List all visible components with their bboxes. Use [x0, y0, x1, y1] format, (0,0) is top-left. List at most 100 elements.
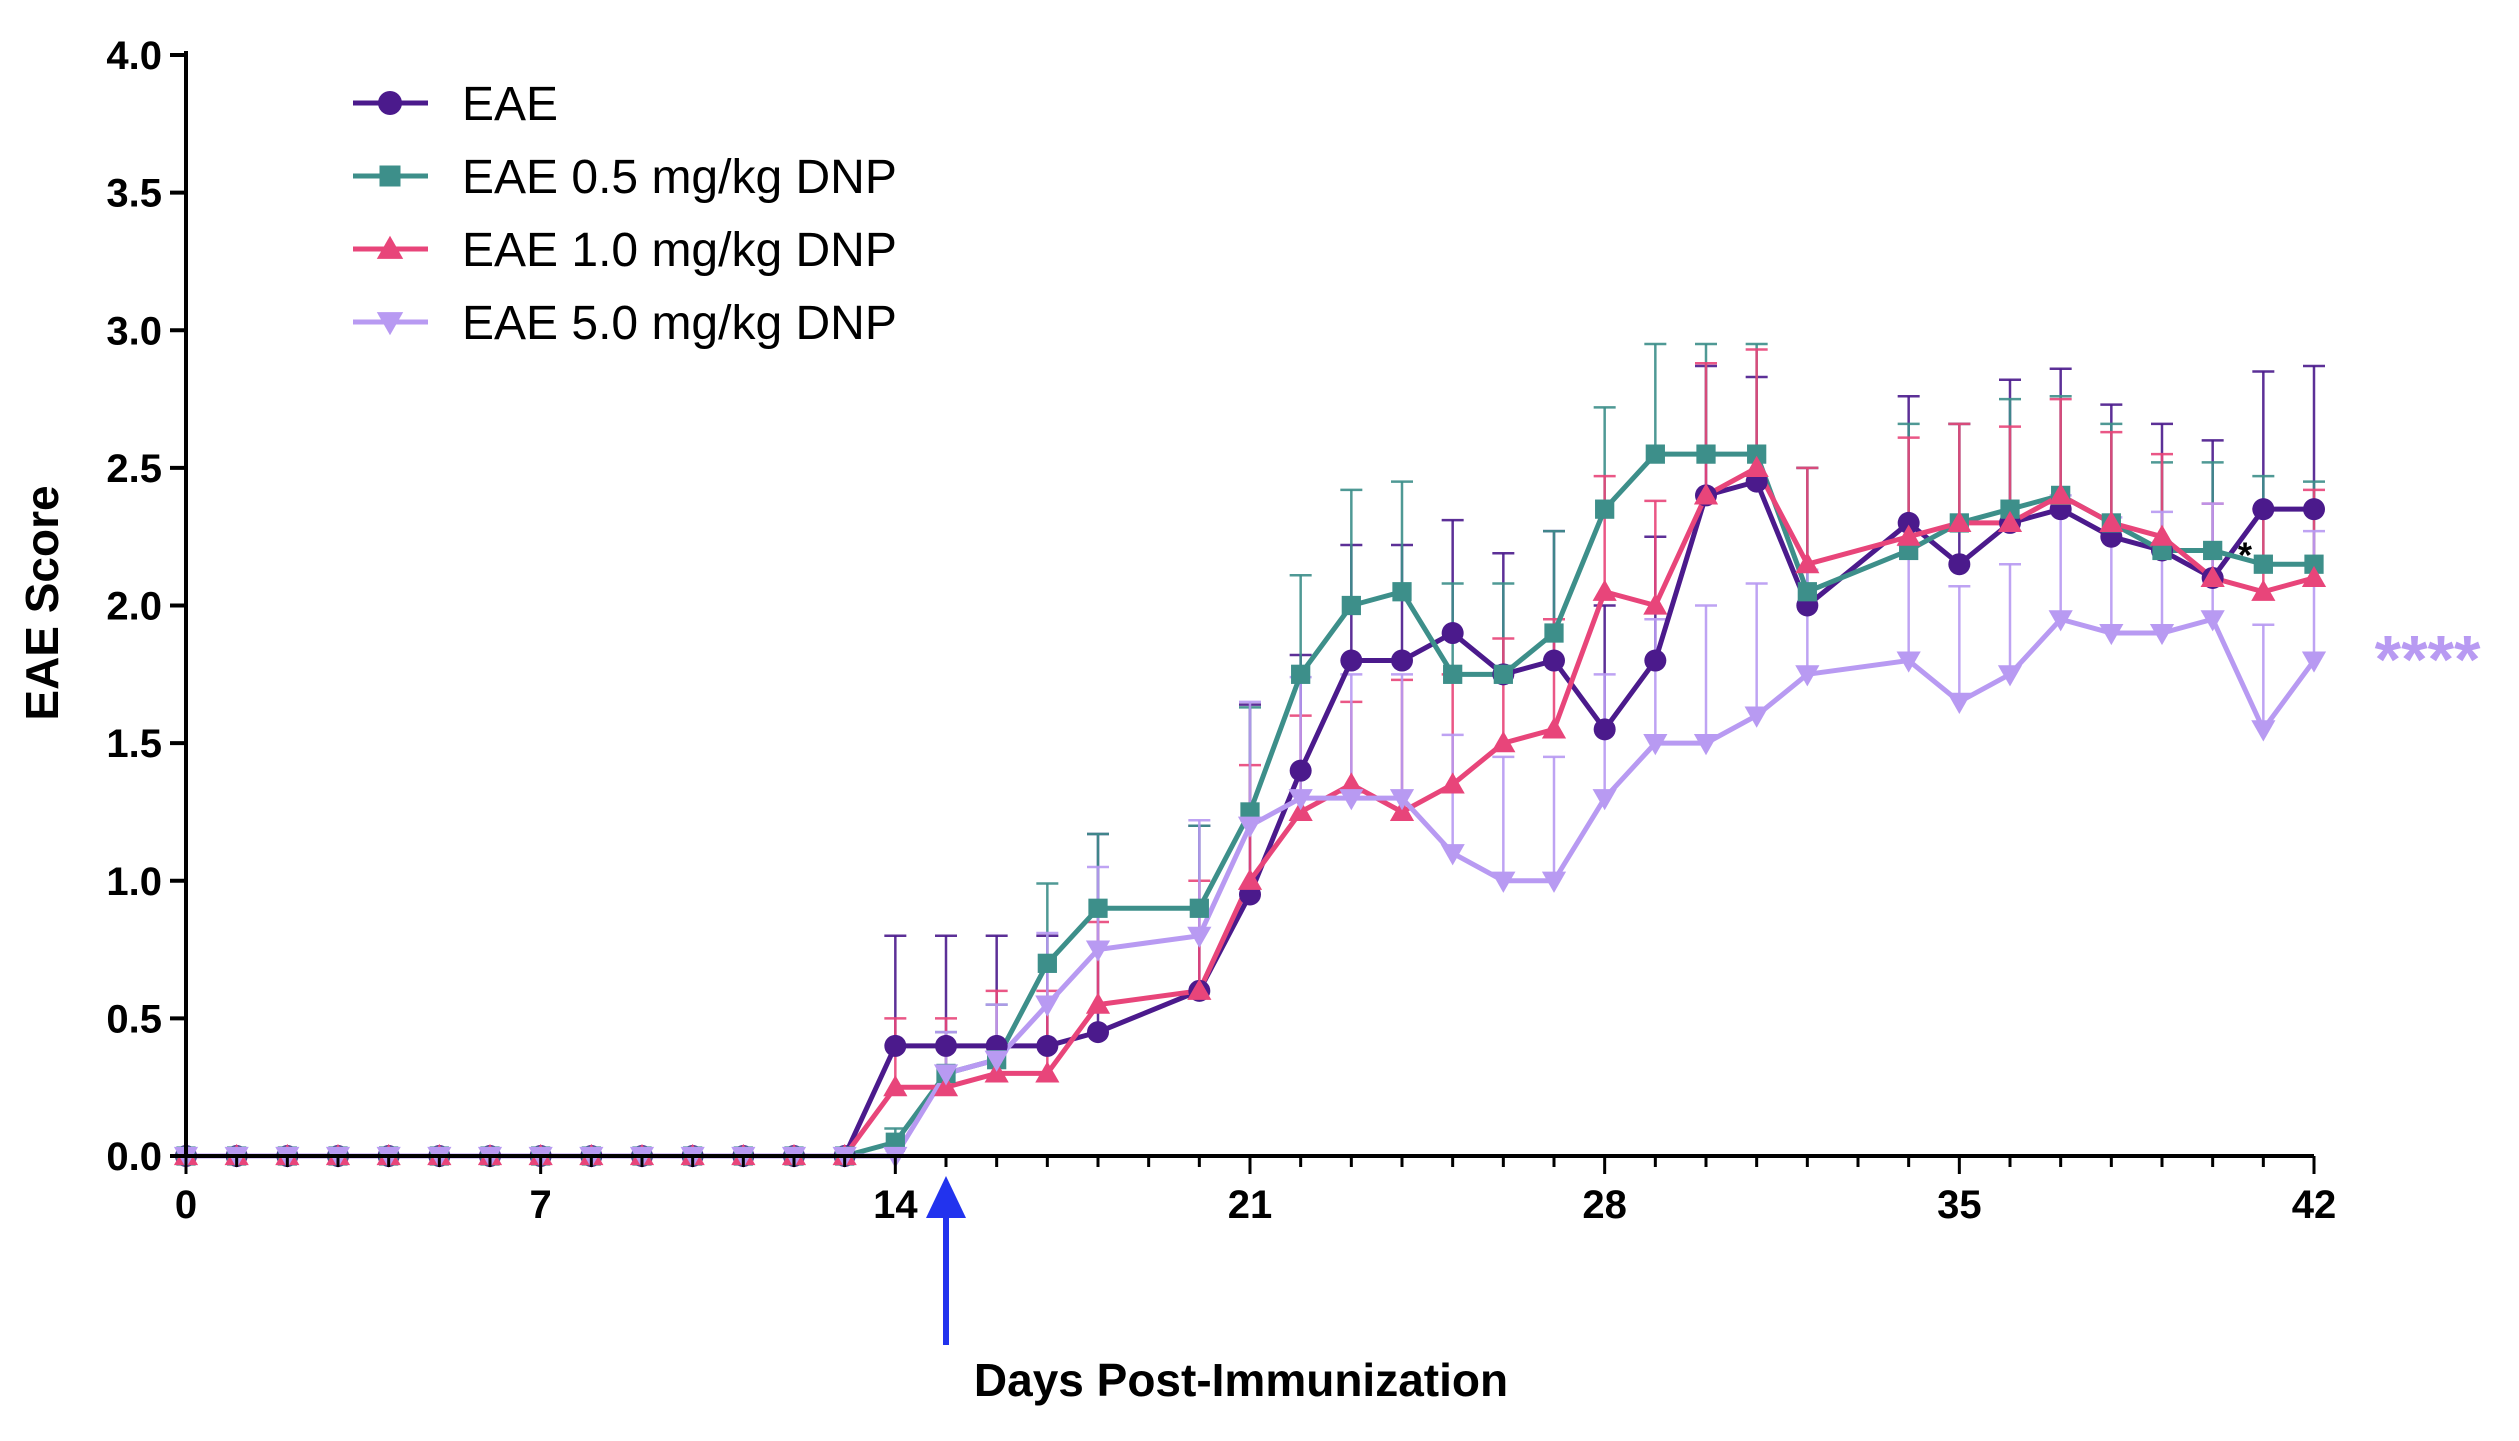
data-point [1187, 978, 1212, 1000]
y-tick-label: 0.0 [106, 1135, 162, 1179]
data-point [1896, 651, 1921, 673]
data-point [2304, 554, 2324, 574]
data-point [1693, 734, 1719, 756]
legend: EAE EAE 0.5 mg/kg DNP EAE 1.0 mg/kg DNP EAE… [353, 78, 897, 350]
data-point [1339, 772, 1364, 794]
data-point [2200, 610, 2225, 632]
data-point [1237, 868, 1263, 890]
data-point [2253, 554, 2273, 574]
data-point [2099, 510, 2124, 532]
data-point [1491, 871, 1516, 893]
legend-marker [378, 91, 402, 115]
data-point [2203, 540, 2223, 561]
data-point [2149, 524, 2175, 546]
data-point [1440, 844, 1465, 866]
data-point [2252, 498, 2275, 521]
data-point [933, 1064, 959, 1086]
data-point [935, 1034, 957, 1057]
data-point [2048, 483, 2073, 505]
data-point [1797, 582, 1817, 602]
data-point [1085, 992, 1111, 1014]
data-point [1896, 524, 1921, 546]
y-tick-label: 3.0 [106, 309, 162, 353]
data-point [883, 1075, 908, 1097]
legend-label: EAE 5.0 mg/kg DNP [462, 297, 897, 350]
data-point [1443, 664, 1463, 684]
data-point [2301, 651, 2327, 673]
data-point [2251, 720, 2276, 742]
data-point [1291, 664, 1311, 684]
data-point [1035, 995, 1060, 1017]
x-tick-label: 7 [530, 1183, 552, 1227]
data-point [1543, 649, 1565, 672]
data-point [1541, 871, 1567, 893]
data-point [1744, 706, 1769, 728]
data-point [1643, 734, 1668, 756]
data-point [1795, 665, 1820, 687]
data-point [1088, 898, 1108, 918]
data-point [1389, 789, 1415, 811]
data-point [1085, 940, 1111, 962]
data-point [984, 1061, 1009, 1083]
data-point [1288, 799, 1313, 822]
data-point [1289, 759, 1312, 782]
data-point [1391, 649, 1413, 672]
data-point [1491, 731, 1516, 753]
legend-marker [379, 165, 401, 187]
treatment-arrow-head [926, 1176, 966, 1218]
x-tick-label: 14 [873, 1183, 918, 1227]
data-point [1035, 1061, 1060, 1083]
data-point [1645, 444, 1665, 464]
x-tick-label: 0 [175, 1183, 197, 1227]
data-point [2149, 623, 2175, 646]
data-point [1544, 623, 1564, 643]
data-point [1187, 926, 1212, 948]
data-point [1795, 552, 1820, 574]
data-point [1643, 593, 1668, 615]
data-point [1947, 692, 1972, 714]
data-point [1644, 649, 1667, 672]
data-point [933, 1075, 959, 1097]
significance-star: * [2238, 534, 2252, 575]
axes-layer: 0.0 0.5 1.0 1.5 2.0 2.5 3.0 3.5 4.0 0 7 14 21 28 35 42 [106, 34, 2336, 1345]
data-point [1189, 898, 1209, 918]
annotations-layer: ***** [2238, 534, 2481, 697]
y-tick-label: 2.5 [106, 447, 162, 491]
data-point [1036, 1034, 1059, 1057]
x-tick-label: 35 [1937, 1183, 1982, 1227]
data-point [1493, 664, 1513, 684]
data-point [2099, 623, 2124, 646]
data-point [2048, 610, 2073, 632]
data-point [1541, 717, 1567, 739]
data-point [1592, 789, 1617, 811]
data-point [1948, 553, 1971, 576]
y-tick-label: 1.5 [106, 722, 162, 766]
data-point [1237, 816, 1263, 838]
data-point [1747, 444, 1767, 464]
data-point [1392, 582, 1412, 602]
data-point [1744, 455, 1769, 477]
data-point [1593, 718, 1616, 741]
y-tick-label: 4.0 [106, 34, 162, 78]
legend-label: EAE 0.5 mg/kg DNP [462, 151, 897, 204]
legend-marker [376, 235, 404, 259]
y-tick-label: 3.5 [106, 172, 162, 216]
data-point [2301, 565, 2327, 588]
data-point [2000, 499, 2020, 519]
data-point [1441, 622, 1464, 645]
significance-stars: **** [2375, 622, 2481, 698]
data-point [2303, 498, 2325, 521]
data-point [1339, 789, 1364, 811]
data-point [1693, 483, 1719, 505]
y-axis-title: EAE Score [16, 485, 68, 720]
data-point [1997, 665, 2023, 687]
y-tick-label: 0.5 [106, 997, 162, 1041]
data-point [2200, 565, 2225, 588]
x-tick-label: 21 [1228, 1183, 1273, 1227]
x-axis-title: Days Post-Immunization [974, 1354, 1508, 1406]
data-point [1897, 511, 1920, 534]
data-point [2251, 579, 2276, 601]
data-point [1592, 579, 1617, 601]
